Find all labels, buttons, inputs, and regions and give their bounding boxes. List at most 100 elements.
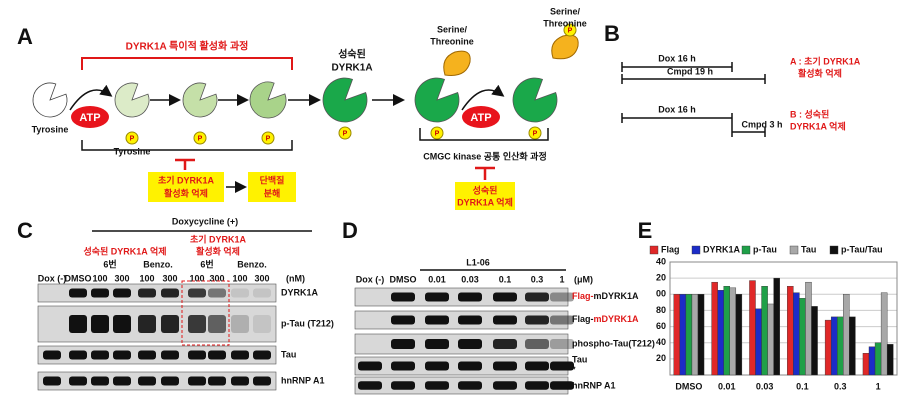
atp [71,106,109,128]
band-label: DYRK1A [281,287,319,297]
box [148,172,224,202]
blot-band [138,350,156,360]
blot-band [91,350,109,360]
label: 성숙된 [338,48,366,61]
y-tick-label: 00 [656,289,666,299]
bar [837,316,844,376]
blot-band [69,315,87,333]
kinase-shape [322,77,368,123]
label: (nM) [286,273,305,283]
lane-label: Dox (-) [38,273,67,283]
label: Serine/ [550,6,581,16]
bar [862,353,870,376]
blot-band [550,381,574,390]
band-label: hnRNP A1 [281,375,325,385]
highlight [181,280,230,346]
label: 활성화 억제 [798,67,842,78]
blot-band [231,376,249,386]
blot-band [208,288,226,298]
blot-band [138,288,156,298]
lane-label: 300 [114,273,129,283]
phosphate-label: P [198,135,203,142]
substrate [551,34,579,60]
lane-label: 300 [209,273,224,283]
label: 활성화 억제 [164,187,208,198]
blot-band [253,315,271,333]
blot-band [391,315,415,325]
lane-label: DMSO [65,273,92,283]
blot-band [493,381,517,390]
band-label-part: mDYRK1A [594,291,640,301]
blot-band [43,350,61,360]
lane-label: 300 [162,273,177,283]
label: Cmpd 19 h [667,66,713,76]
blot-band [113,376,131,386]
legend-swatch [691,245,701,255]
label: Threonine [430,36,474,46]
bar [874,342,882,376]
label: Tyrosine [114,146,151,156]
legend-label: p-Tau [753,244,777,254]
label: Cmpd 3 h [741,119,782,129]
blot-band [425,381,449,390]
blot-band [188,376,206,386]
lane-label: 1 [559,274,564,284]
bar [767,303,774,376]
y-tick-label: 60 [656,321,666,331]
blot-band [161,376,179,386]
bar [773,277,780,376]
bar [793,292,800,376]
lane-label: 100 [232,273,247,283]
phosphate [261,131,275,145]
phosphate-label: P [266,135,271,142]
x-tick-label: 0.1 [796,381,809,391]
phosphate-label: P [130,135,135,142]
legend-swatch [789,245,799,255]
blot-band [493,315,517,325]
band-label-part: mDYRK1A [594,314,640,324]
blot-band [358,361,382,371]
lane-label: 300 [254,273,269,283]
bar [723,286,730,376]
label: DYRK1A 억제 [457,196,513,207]
blot-band [113,288,131,298]
legend-label: Flag [661,244,680,254]
bar [685,294,693,376]
panel-label: D [342,218,358,243]
blot-band [188,315,206,333]
label: Benzo. [143,259,173,269]
label: (μM) [574,274,593,284]
phosphate-label: P [343,130,348,137]
blot-band [161,288,179,298]
bracket [419,128,549,141]
blot-band [493,339,517,349]
label: 초기 DYRK1A [158,174,215,185]
bar [697,294,705,376]
blot-band [458,315,482,325]
bar [880,292,888,376]
bar [755,308,762,376]
label: Dox 16 h [658,53,696,63]
bar [735,294,743,376]
blot-band [425,292,449,302]
band-label: Flag-mDYRK1A [572,314,639,324]
label: DYRK1A [331,63,372,74]
panel-label: E [638,218,653,243]
lane-label: 0.01 [428,274,446,284]
label: Doxycycline (+) [172,216,238,226]
blot-band [525,315,549,325]
label: CMGC kinase 공통 인산화 과정 [423,150,546,161]
label: 분해 [264,187,281,198]
label: 성숙된 DYRK1A 억제 [83,245,166,256]
kinase-shape [249,81,287,119]
bar [787,286,794,376]
lane-label: 0.3 [531,274,544,284]
blot-band [253,288,271,298]
blot-band [231,315,249,333]
blot-band [458,381,482,390]
legend-swatch [741,245,751,255]
legend-label: p-Tau/Tau [841,244,883,254]
blot-band [458,339,482,349]
process-title: DYRK1A 특이적 활성화 과정 [126,40,249,53]
arrow [69,84,113,111]
